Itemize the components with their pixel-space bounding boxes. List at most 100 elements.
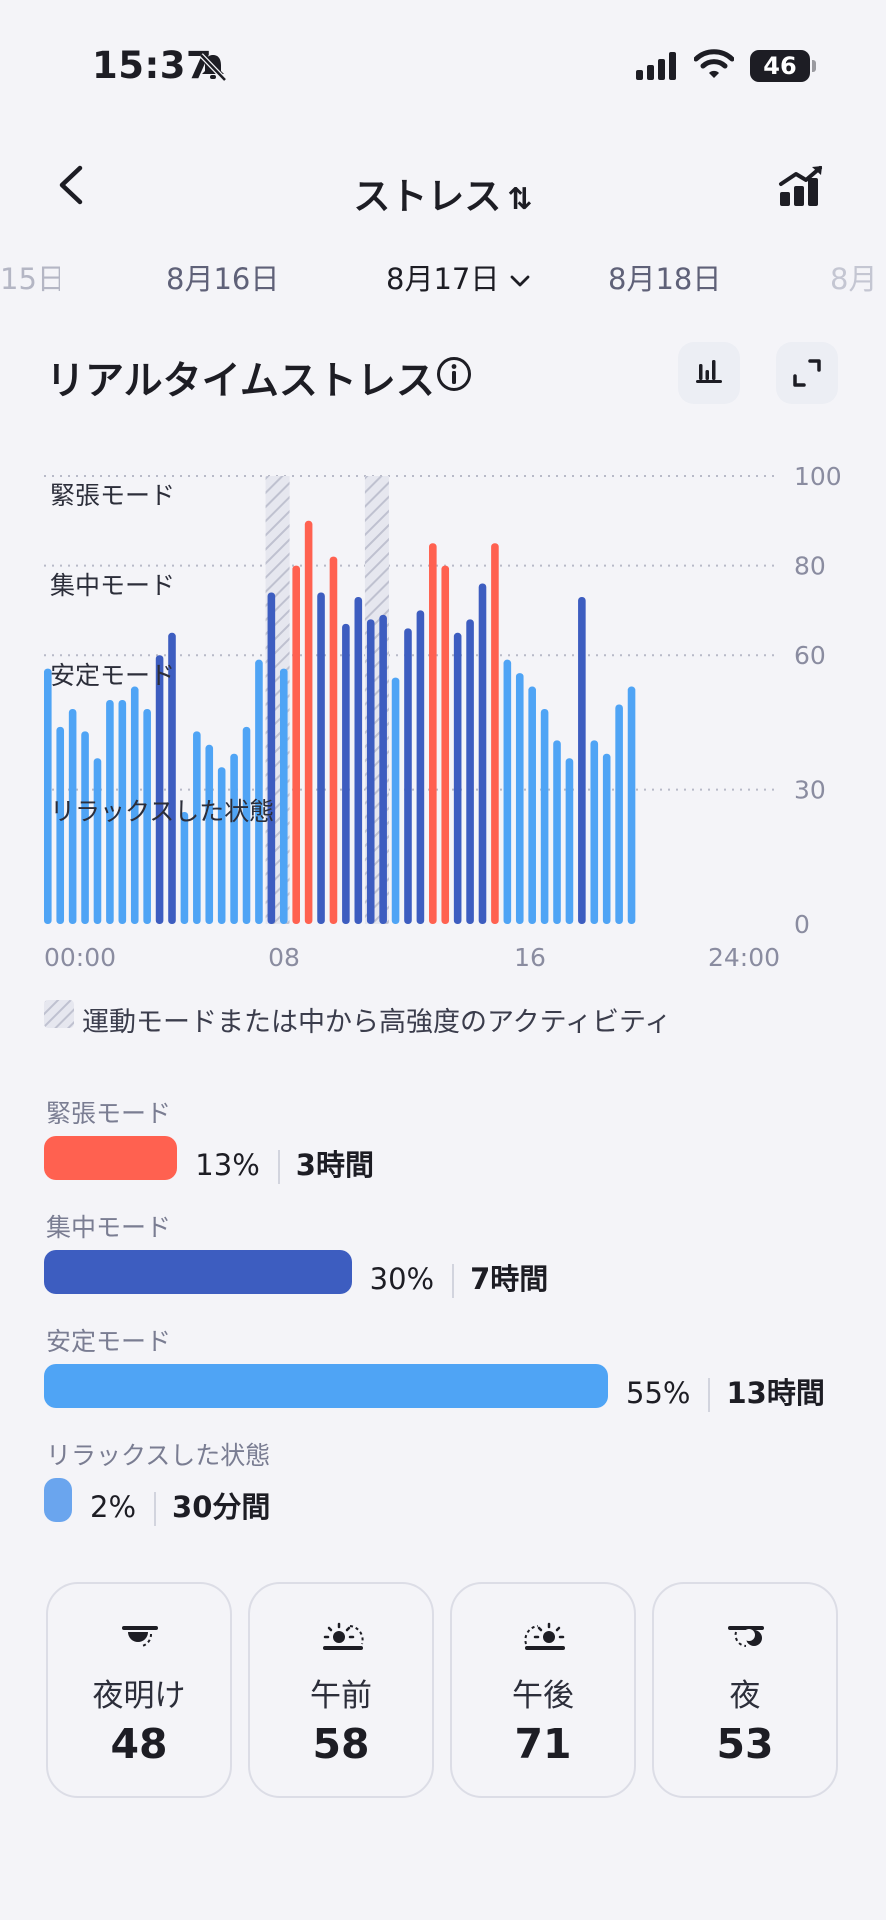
back-button[interactable]: [50, 162, 96, 208]
cellular-signal-icon: [636, 52, 676, 80]
stress-bar-calm: [503, 659, 512, 924]
distribution-label-focus: 集中モード: [46, 1213, 172, 1242]
x-tick-label: 16: [514, 943, 546, 972]
page-title[interactable]: ストレス ⇅: [0, 166, 886, 220]
stress-bar-focus: [578, 596, 586, 924]
stress-bar-calm: [255, 659, 263, 924]
zone-label: 安定モード: [50, 661, 175, 690]
distribution-label-calm: 安定モード: [46, 1327, 172, 1356]
period-label: 夜: [729, 1678, 761, 1714]
chevron-down-icon: [510, 275, 529, 287]
dawn-icon: [122, 1626, 158, 1647]
y-tick-label: 60: [794, 641, 826, 670]
stress-bar-calm: [565, 758, 574, 924]
sort-toggle-icon[interactable]: ⇅: [507, 182, 533, 217]
activity-legend-label: 運動モードまたは中から高強度のアクティビティ: [82, 1007, 672, 1038]
stress-bar-calm: [230, 753, 238, 924]
stress-bar-calm: [205, 744, 214, 924]
distribution-percent-focus: 30%: [369, 1262, 435, 1296]
distribution-label-relax: リラックスした状態: [46, 1441, 271, 1470]
chart-bars: [44, 520, 636, 924]
period-value: 53: [716, 1720, 774, 1768]
stress-bar-calm: [68, 708, 77, 924]
period-label: 夜明け: [92, 1678, 186, 1714]
period-label: 午後: [512, 1678, 574, 1714]
date-item-next-far[interactable]: 8月: [830, 262, 878, 296]
stress-bar-calm: [590, 740, 599, 924]
y-tick-label: 0: [794, 910, 810, 939]
stress-bar-focus: [416, 610, 425, 924]
period-card-afternoon[interactable]: 午後 71: [450, 1582, 636, 1798]
morning-sun-icon: [323, 1622, 364, 1650]
period-label: 午前: [310, 1678, 372, 1714]
zone-label: 緊張モード: [50, 481, 175, 510]
distribution-duration-calm: 13時間: [726, 1376, 825, 1410]
stress-bar-focus: [453, 632, 462, 924]
stress-bar-calm: [180, 812, 189, 924]
stress-bar-calm: [106, 700, 114, 924]
stress-bar-calm: [627, 686, 636, 924]
y-tick-label: 80: [794, 552, 826, 581]
wifi-icon: [694, 49, 734, 78]
stress-bar-tense: [304, 520, 313, 924]
chart-type-button[interactable]: [678, 342, 740, 404]
date-item-prev[interactable]: 8月16日: [166, 262, 280, 296]
y-axis-ticks: 0 30 60 80 100: [794, 462, 842, 939]
stress-bar-calm: [279, 668, 288, 924]
x-tick-label: 08: [268, 943, 300, 972]
stress-bar-tense: [441, 565, 450, 924]
period-card-dawn[interactable]: 夜明け 48: [46, 1582, 232, 1798]
x-tick-label: 24:00: [708, 943, 780, 972]
stress-bar-tense: [329, 556, 338, 924]
stress-bar-focus: [466, 619, 474, 924]
stress-bar-calm: [540, 708, 549, 924]
afternoon-sun-icon: [524, 1622, 565, 1650]
period-card-night[interactable]: 夜 53: [652, 1582, 838, 1798]
stress-bar-calm: [515, 673, 524, 924]
stress-bar-tense: [491, 543, 499, 924]
distribution-duration-tense: 3時間: [295, 1148, 374, 1182]
page-title-text: ストレス: [353, 175, 502, 218]
y-tick-label: 30: [794, 776, 826, 805]
stress-bar-calm: [553, 740, 561, 924]
y-tick-label: 100: [794, 462, 842, 491]
distribution-value-relax: 2% 30分間: [90, 1484, 270, 1526]
battery-cap: [812, 60, 816, 72]
distribution-bar-focus: [44, 1250, 352, 1294]
zone-label: リラックスした状態: [50, 797, 274, 826]
distribution-label-tense: 緊張モード: [46, 1099, 172, 1128]
x-tick-label: 00:00: [44, 943, 116, 972]
stress-bar-calm: [81, 731, 89, 924]
period-value: 71: [514, 1720, 572, 1768]
stress-bar-focus: [478, 583, 487, 924]
stress-bar-calm: [602, 753, 611, 924]
stress-bar-calm: [615, 704, 623, 924]
stress-bar-tense: [429, 543, 437, 924]
period-value: 58: [312, 1720, 370, 1768]
stress-bar-focus: [168, 632, 176, 924]
fullscreen-button[interactable]: [776, 342, 838, 404]
stress-bar-focus: [342, 623, 350, 924]
stress-bar-calm: [217, 767, 226, 924]
distribution-value-focus: 30% 7時間: [369, 1256, 549, 1298]
distribution-duration-relax: 30分間: [172, 1490, 271, 1524]
stress-bar-focus: [155, 655, 164, 924]
bar-chart-icon: [696, 360, 722, 383]
distribution-bar-calm: [44, 1364, 608, 1408]
date-item-current[interactable]: 8月17日: [386, 256, 531, 298]
stress-bar-calm: [193, 731, 201, 924]
date-item-prev-far[interactable]: 15日: [0, 262, 60, 296]
stress-bar-calm: [143, 708, 151, 924]
trend-chart-button[interactable]: [778, 164, 826, 208]
info-icon[interactable]: [436, 356, 472, 392]
distribution-bar-relax: [44, 1478, 72, 1522]
stress-bar-calm: [44, 668, 52, 924]
date-item-next[interactable]: 8月18日: [608, 262, 722, 296]
stress-bar-focus: [404, 628, 412, 924]
period-card-morning[interactable]: 午前 58: [248, 1582, 434, 1798]
distribution-duration-focus: 7時間: [470, 1262, 549, 1296]
stress-bar-calm: [242, 726, 251, 924]
date-current-label: 8月17日: [386, 262, 500, 296]
